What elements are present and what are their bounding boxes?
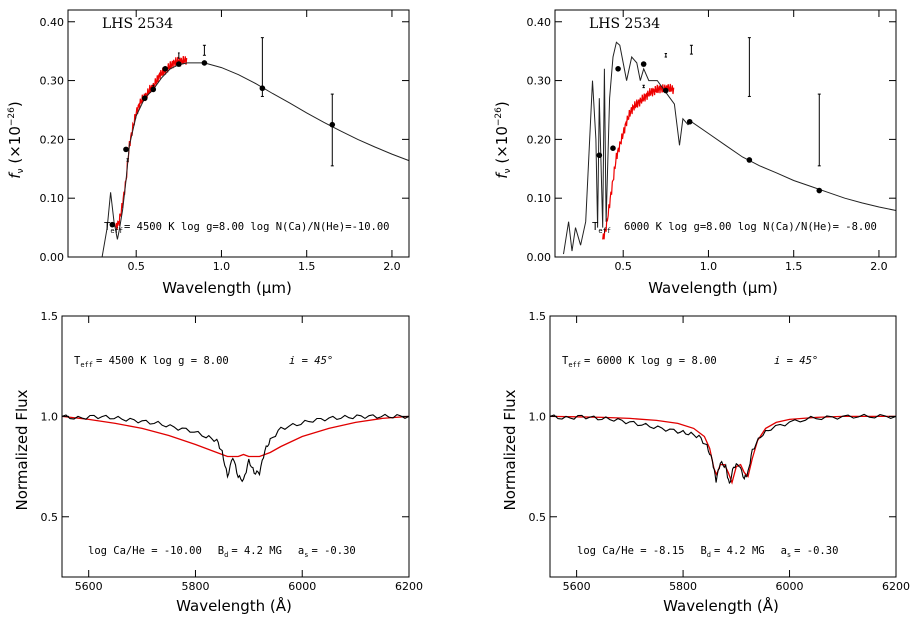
x-tick-label: 6200 bbox=[395, 580, 423, 593]
x-axis-label: Wavelength (Å) bbox=[176, 596, 292, 615]
plot-marks bbox=[101, 37, 410, 258]
plot-frame bbox=[554, 9, 897, 258]
photometry-point bbox=[259, 85, 266, 92]
plot-frame bbox=[67, 9, 410, 258]
teff-subscript: eff bbox=[110, 227, 123, 235]
axis-ticks: 0.5 1.0 1.5 2.0 0.00 0.10 0.20 0.30 0.40 bbox=[527, 10, 896, 273]
photometry-point bbox=[596, 152, 603, 159]
plot-frame bbox=[549, 315, 897, 578]
teff-subscript: eff bbox=[598, 227, 611, 235]
top-annotation: Teff = 4500 K log g = 8.00 bbox=[74, 355, 229, 369]
photometry-point bbox=[816, 187, 823, 194]
y-tick-label: 0.30 bbox=[40, 75, 65, 88]
x-axis-label: Wavelength (μm) bbox=[648, 279, 778, 297]
x-tick-label: 6000 bbox=[288, 580, 316, 593]
teff-symbol: T bbox=[104, 221, 111, 233]
star-name: LHS 2534 bbox=[102, 16, 173, 32]
y-tick-label: 1.0 bbox=[41, 410, 59, 423]
top-annotation: Teff = 6000 K log g = 8.00 bbox=[562, 355, 717, 369]
x-tick-label: 1.0 bbox=[213, 260, 231, 273]
y-axis-label: Normalized Flux bbox=[501, 389, 519, 510]
plot-frame bbox=[61, 315, 410, 578]
x-tick-label: 0.5 bbox=[614, 260, 632, 273]
panel-line-profile-4500k: 5600 5800 6000 6200 0.5 1.0 1.5 Teff = 4500 K l… bbox=[13, 310, 423, 615]
y-axis-label: fν (×10−26) bbox=[6, 101, 26, 178]
x-tick-label: 5800 bbox=[181, 580, 209, 593]
x-tick-label: 1.5 bbox=[785, 260, 803, 273]
y-tick-label: 0.40 bbox=[527, 16, 552, 29]
photometry-point bbox=[663, 87, 669, 94]
photometry-point bbox=[109, 221, 116, 228]
bottom-annotation: log Ca/He = -8.15 Bd = 4.2 MG as = -0.30 bbox=[577, 545, 838, 559]
y-tick-label: 0.00 bbox=[40, 251, 65, 264]
observed-spectrum bbox=[602, 83, 675, 240]
panel-line-profile-6000k: 5600 5800 6000 6200 0.5 1.0 1.5 Teff = 6000 K l… bbox=[501, 310, 910, 615]
model-annotation-teff: Teff bbox=[592, 221, 611, 235]
observed-line-profile bbox=[549, 413, 897, 485]
x-axis-label: Wavelength (μm) bbox=[162, 279, 292, 297]
photometry-point bbox=[329, 121, 336, 128]
photometry-point bbox=[141, 95, 148, 102]
photometry-point bbox=[201, 60, 208, 66]
y-tick-label: 0.00 bbox=[527, 251, 552, 264]
photometry-point bbox=[686, 118, 693, 125]
y-tick-label: 1.5 bbox=[41, 310, 59, 323]
x-tick-label: 6000 bbox=[776, 580, 804, 593]
model-line-profile bbox=[549, 415, 896, 485]
x-tick-label: 1.0 bbox=[700, 260, 718, 273]
axis-ticks: 5600 5800 6000 6200 0.5 1.0 1.5 bbox=[41, 310, 424, 593]
x-tick-label: 6200 bbox=[882, 580, 910, 593]
x-tick-label: 2.0 bbox=[383, 260, 401, 273]
model-annotation-text: = 4500 K log g=8.00 log N(Ca)/N(He)=-10.… bbox=[124, 221, 390, 233]
photometry-point bbox=[610, 145, 616, 152]
observed-spectrum bbox=[115, 56, 188, 230]
inclination-annotation: i = 45° bbox=[774, 355, 818, 367]
y-tick-label: 0.10 bbox=[527, 192, 552, 205]
photometry-point bbox=[162, 66, 168, 72]
y-tick-label: 1.0 bbox=[529, 410, 547, 423]
y-tick-label: 1.5 bbox=[529, 310, 547, 323]
plot-marks bbox=[61, 413, 410, 483]
y-tick-label: 0.5 bbox=[41, 511, 59, 524]
y-tick-label: 0.20 bbox=[527, 133, 552, 146]
y-tick-label: 0.40 bbox=[40, 16, 65, 29]
photometry-point bbox=[746, 157, 753, 163]
photometry-point bbox=[123, 146, 129, 153]
y-axis-label: Normalized Flux bbox=[13, 389, 31, 510]
photometry-point bbox=[176, 61, 182, 67]
panel-sed-6000k: 0.5 1.0 1.5 2.0 0.00 0.10 0.20 0.30 0.40 LHS 253… bbox=[493, 9, 897, 297]
photometry-point bbox=[640, 61, 647, 67]
y-tick-label: 0.20 bbox=[40, 133, 65, 146]
y-tick-label: 0.10 bbox=[40, 192, 65, 205]
plot-marks bbox=[563, 37, 897, 255]
model-annotation-text: 6000 K log g=8.00 log N(Ca)/N(He)= -8.00 bbox=[624, 221, 877, 233]
plot-marks bbox=[549, 413, 897, 485]
bottom-annotation: log Ca/He = -10.00 Bd = 4.2 MG as = -0.30 bbox=[88, 545, 356, 559]
y-tick-label: 0.30 bbox=[527, 75, 552, 88]
x-tick-label: 1.5 bbox=[298, 260, 316, 273]
x-tick-label: 5800 bbox=[669, 580, 697, 593]
model-annotation-teff: Teff bbox=[104, 221, 123, 235]
axis-ticks: 5600 5800 6000 6200 0.5 1.0 1.5 bbox=[529, 310, 911, 593]
x-tick-label: 5600 bbox=[75, 580, 103, 593]
axis-ticks: 0.5 1.0 1.5 2.0 0.00 0.10 0.20 0.30 0.40 bbox=[40, 10, 409, 273]
photometry-point bbox=[615, 66, 621, 72]
x-tick-label: 0.5 bbox=[127, 260, 145, 273]
x-axis-label: Wavelength (Å) bbox=[663, 596, 779, 615]
y-tick-label: 0.5 bbox=[529, 511, 547, 524]
panel-sed-4500k: 0.5 1.0 1.5 2.0 0.00 0.10 0.20 0.30 0.40 LHS 253… bbox=[6, 9, 410, 297]
x-tick-label: 2.0 bbox=[870, 260, 888, 273]
inclination-annotation: i = 45° bbox=[289, 355, 333, 367]
model-sed-curve bbox=[563, 41, 897, 255]
model-line-profile bbox=[61, 415, 410, 458]
y-axis-label: fν (×10−26) bbox=[493, 101, 513, 178]
x-tick-label: 5600 bbox=[563, 580, 591, 593]
photometry-point bbox=[150, 86, 157, 93]
star-name: LHS 2534 bbox=[589, 16, 660, 32]
teff-symbol: T bbox=[592, 221, 599, 233]
observed-line-profile bbox=[61, 413, 410, 483]
